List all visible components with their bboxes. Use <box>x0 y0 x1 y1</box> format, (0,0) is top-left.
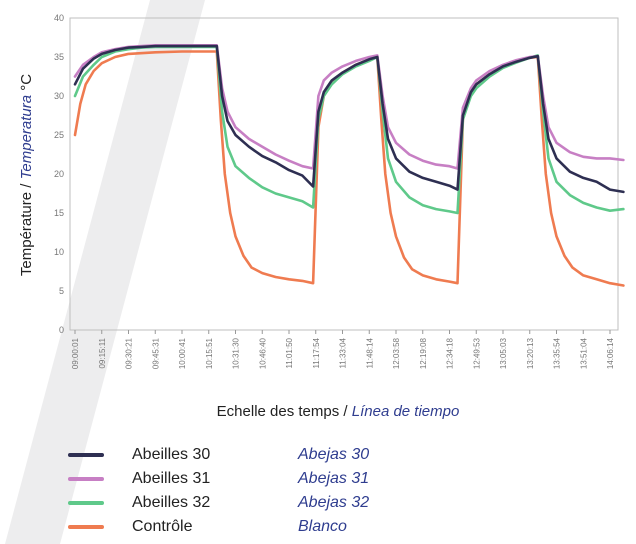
x-tick-label: 10:46:40 <box>258 337 267 369</box>
y-axis-label: Température / Temperatura °C <box>18 74 35 276</box>
y-axis-ticks: 0 5 10 15 20 25 30 35 40 <box>54 13 64 335</box>
x-tick-label: 09:30:21 <box>125 337 134 369</box>
legend-label-fr: Abeilles 32 <box>132 494 211 511</box>
y-tick-label: 30 <box>54 91 64 101</box>
y-tick-label: 25 <box>54 130 64 140</box>
x-axis-ticks: 09:00:01 09:15:11 09:30:21 09:45:31 10:00:41… <box>71 330 615 369</box>
legend-item-abeilles32: Abeilles 32 Abejas 32 <box>68 492 488 516</box>
series-line-abeilles30 <box>73 44 625 194</box>
legend-label-fr: Abeilles 30 <box>132 446 211 463</box>
x-axis-label: Echelle des temps / Línea de tiempo <box>217 403 460 420</box>
legend-swatch <box>68 453 104 457</box>
legend-swatch <box>68 501 104 505</box>
y-tick-label: 20 <box>54 169 64 179</box>
legend-swatch <box>68 477 104 481</box>
y-tick-label: 15 <box>54 208 64 218</box>
x-tick-label: 10:00:41 <box>178 337 187 369</box>
x-tick-label: 12:34:18 <box>446 337 455 369</box>
legend-label-fr: Abeilles 31 <box>132 470 211 487</box>
diagonal-stripe-shape <box>5 0 205 544</box>
x-tick-label: 11:17:54 <box>312 337 321 368</box>
y-axis-label-es: Temperatura <box>18 95 35 180</box>
y-axis-label-unit: °C <box>18 74 35 95</box>
temperature-chart: 0 5 10 15 20 25 30 35 40 09:00:01 09:15:11 09:30:2… <box>18 13 625 420</box>
legend-label-es: Blanco <box>298 518 347 535</box>
legend-label-fr: Contrôle <box>132 518 193 535</box>
y-tick-label: 5 <box>59 286 64 296</box>
legend-label-es: Abejas 32 <box>298 494 370 511</box>
y-axis-label-fr: Température / <box>18 179 35 276</box>
y-tick-label: 10 <box>54 247 64 257</box>
legend: Abeilles 30 Abejas 30 Abeilles 31 Abejas 31… <box>68 444 488 540</box>
x-tick-label: 10:15:51 <box>205 337 214 369</box>
legend-label-es: Abejas 30 <box>298 446 370 463</box>
y-tick-label: 40 <box>54 13 64 23</box>
x-tick-label: 13:20:13 <box>526 337 535 369</box>
plot-frame <box>69 17 619 331</box>
x-tick-label: 10:31:30 <box>232 337 241 369</box>
x-tick-label: 11:33:04 <box>339 337 348 368</box>
x-tick-label: 12:03:58 <box>392 337 401 369</box>
x-tick-label: 14:06:14 <box>606 337 615 369</box>
legend-item-abeilles31: Abeilles 31 Abejas 31 <box>68 468 488 492</box>
x-tick-label: 09:15:11 <box>98 337 107 368</box>
x-tick-label: 13:35:54 <box>553 337 562 369</box>
x-tick-label: 11:01:50 <box>285 337 294 368</box>
legend-item-controle: Contrôle Blanco <box>68 516 488 540</box>
legend-label-es: Abejas 31 <box>298 470 370 487</box>
y-tick-label: 0 <box>59 325 64 335</box>
x-tick-label: 12:19:08 <box>419 337 428 369</box>
x-tick-label: 09:00:01 <box>71 337 80 369</box>
x-tick-label: 09:45:31 <box>151 337 160 369</box>
x-tick-label: 13:05:03 <box>499 337 508 369</box>
x-tick-label: 12:49:53 <box>472 337 481 369</box>
x-axis-label-fr: Echelle des temps / <box>217 403 352 420</box>
legend-swatch <box>68 525 104 529</box>
x-tick-label: 11:48:14 <box>365 337 374 368</box>
x-axis-label-es: Línea de tiempo <box>352 403 460 420</box>
series-lines <box>73 43 625 287</box>
legend-item-abeilles30: Abeilles 30 Abejas 30 <box>68 444 488 468</box>
x-tick-label: 13:51:04 <box>579 337 588 369</box>
y-tick-label: 35 <box>54 52 64 62</box>
